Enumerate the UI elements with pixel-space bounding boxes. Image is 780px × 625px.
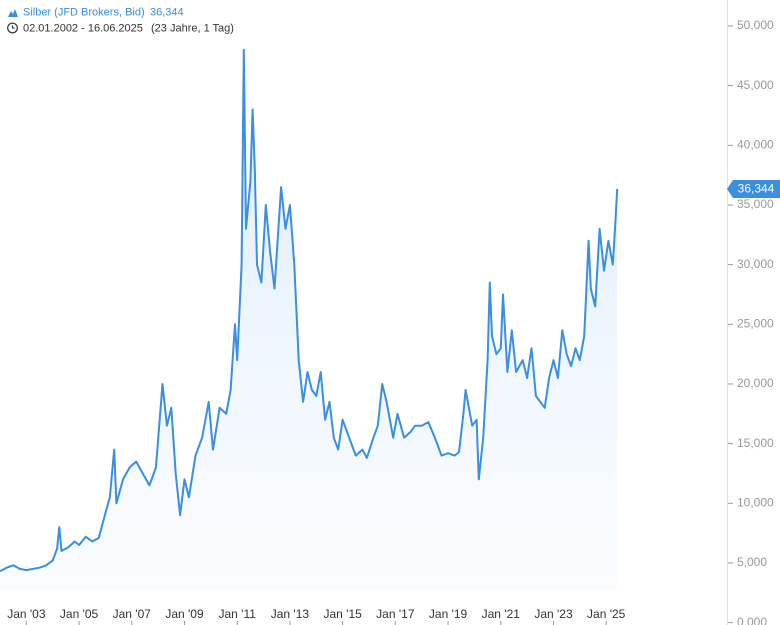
y-tick-label: 35,000 [737,197,774,211]
y-tick-label: 10,000 [737,495,774,509]
x-tick-label: Jan '03 [7,607,46,621]
last-price-box [727,179,780,198]
last-price-label: 36,344 [738,182,775,196]
instrument-icon [8,9,18,17]
x-tick-label: Jan '23 [534,607,573,621]
x-tick-label: Jan '11 [218,607,256,621]
duration: (23 Jahre, 1 Tag) [151,22,234,34]
x-tick-label: Jan '21 [482,607,521,621]
instrument-name[interactable]: Silber (JFD Brokers, Bid) [23,6,145,18]
x-tick-label: Jan '17 [376,607,415,621]
y-tick-label: 45,000 [737,78,774,92]
y-tick-label: 50,000 [737,18,774,32]
area [0,49,618,590]
x-tick-label: Jan '15 [323,607,362,621]
y-tick-label: 5,000 [737,555,767,569]
y-tick-label: 15,000 [737,436,774,450]
y-tick-label: 40,000 [737,137,774,151]
x-tick-label: Jan '05 [60,607,99,621]
header: Silber (JFD Brokers, Bid) 36,344 02.01.2… [7,6,234,34]
x-tick-label: Jan '09 [165,607,204,621]
y-tick-label: 25,000 [737,316,774,330]
x-tick-label: Jan '13 [271,607,310,621]
y-tick-label: 20,000 [737,376,774,390]
x-tick-label: Jan '19 [429,607,468,621]
x-tick-label: Jan '25 [587,607,626,621]
instrument-price: 36,344 [150,6,184,18]
date-range: 02.01.2002 - 16.06.2025 [23,22,143,34]
clock-hands [11,25,15,29]
clock-icon [7,22,18,34]
y-tick-label: 30,000 [737,257,774,271]
x-tick-label: Jan '07 [113,607,152,621]
y-tick-label: 0,000 [737,615,767,625]
price-line [0,48,619,573]
